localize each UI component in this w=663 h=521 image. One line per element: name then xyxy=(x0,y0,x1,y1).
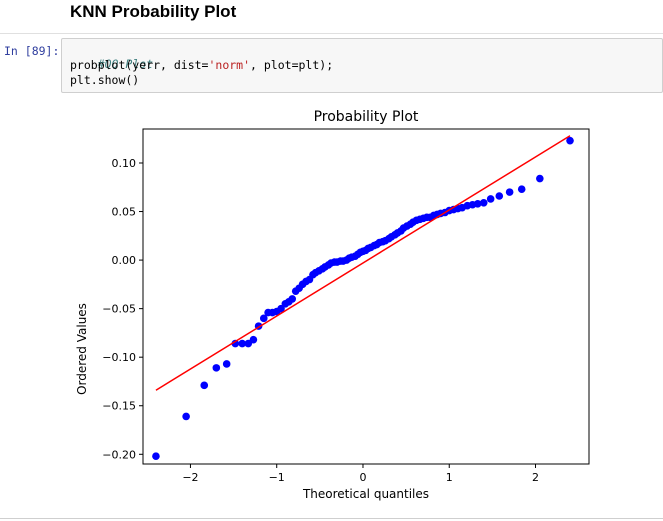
code-line-3: plt.show() xyxy=(70,73,140,87)
data-point xyxy=(231,339,240,348)
y-tick-label: −0.05 xyxy=(102,303,136,316)
y-tick-label: 0.00 xyxy=(112,254,137,267)
data-point xyxy=(152,452,160,461)
y-tick-label: 0.05 xyxy=(112,206,137,219)
x-tick-label: 1 xyxy=(446,471,453,484)
cell-divider-bottom xyxy=(0,518,663,519)
code-text: probplot(yerr, dist= xyxy=(70,58,209,72)
data-point xyxy=(473,199,482,208)
data-point xyxy=(495,192,504,200)
x-tick-label: −2 xyxy=(182,471,198,484)
data-point xyxy=(288,295,297,303)
x-tick-label: 2 xyxy=(532,471,539,484)
y-tick-label: −0.20 xyxy=(102,448,136,461)
x-axis-label: Theoretical quantiles xyxy=(302,487,429,501)
x-tick-label: 0 xyxy=(359,471,366,484)
data-point xyxy=(486,195,495,203)
data-point xyxy=(566,136,574,145)
probability-plot: Probability Plot Theoretical quantiles O… xyxy=(75,109,590,501)
data-point xyxy=(517,185,526,194)
code-line-1: #QQ Plot xyxy=(70,43,153,85)
data-point xyxy=(212,364,221,372)
notebook-heading: KNN Probability Plot xyxy=(70,2,237,21)
x-tick-label: −1 xyxy=(269,471,285,484)
code-string: 'norm' xyxy=(208,58,251,72)
y-tick-label: −0.15 xyxy=(102,400,136,413)
data-point xyxy=(505,188,514,196)
data-point xyxy=(244,339,253,348)
y-axis-label: Ordered Values xyxy=(75,303,89,395)
code-comment: #QQ Plot xyxy=(97,57,154,71)
chart-title: Probability Plot xyxy=(314,109,419,125)
axis-ticks: −2 −1 0 1 2 0.10 0.05 0.00 −0.05 −0.10 −0.15 −0.20 xyxy=(102,157,539,484)
code-cell[interactable]: #QQ Plot probplot(yerr, dist='norm', plo… xyxy=(61,38,663,93)
data-point xyxy=(479,198,488,207)
y-tick-label: 0.10 xyxy=(112,157,137,170)
code-text: , plot=plt); xyxy=(250,58,334,72)
fit-line xyxy=(155,135,571,391)
input-prompt: In [89]: xyxy=(4,44,60,58)
code-line-2: probplot(yerr, dist='norm', plot=plt); xyxy=(70,58,333,72)
chart-marks xyxy=(152,136,574,461)
plot-frame xyxy=(142,128,590,465)
data-point xyxy=(259,314,268,323)
data-point xyxy=(249,335,258,344)
data-point xyxy=(536,174,544,183)
cell-divider xyxy=(0,33,663,34)
data-point xyxy=(200,381,209,390)
data-point xyxy=(182,412,190,421)
data-point xyxy=(238,339,247,348)
data-point xyxy=(277,304,285,313)
y-tick-label: −0.10 xyxy=(102,351,136,364)
data-point xyxy=(222,360,231,368)
